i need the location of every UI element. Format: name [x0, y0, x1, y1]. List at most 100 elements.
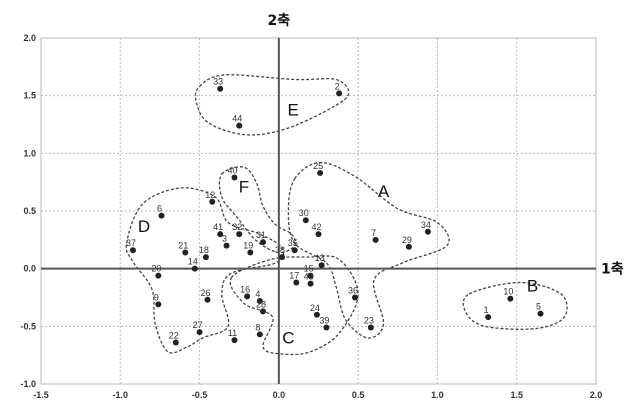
point-label: 29	[402, 235, 412, 245]
cluster-outline-f	[218, 166, 297, 254]
point-label: 2	[335, 81, 340, 91]
data-point	[202, 254, 209, 261]
point-label: 13	[315, 253, 325, 263]
x-tick-label: 2.0	[590, 390, 603, 400]
point-label: 18	[199, 245, 209, 255]
y-axis-label: 2축	[268, 13, 291, 29]
point-label: 35	[288, 238, 298, 248]
cluster-outlines	[125, 74, 568, 356]
cluster-label: A	[378, 182, 390, 201]
point-label: 25	[313, 161, 323, 171]
data-point	[351, 294, 358, 301]
data-point	[279, 254, 286, 261]
point-label: 16	[240, 284, 250, 294]
x-tick-label: 0.5	[352, 390, 365, 400]
cluster-labels: A B C D E F	[138, 100, 538, 347]
point-label: 44	[232, 114, 242, 124]
data-point	[196, 329, 203, 336]
data-point	[231, 174, 238, 181]
data-point	[217, 85, 224, 92]
y-tick-label: -1.0	[20, 379, 36, 389]
point-label: 37	[126, 238, 136, 248]
data-point	[172, 339, 179, 346]
cluster-outline-c	[229, 255, 359, 356]
y-tick-label: 1.0	[23, 148, 36, 158]
data-point	[367, 324, 374, 331]
point-label: 4	[255, 289, 260, 299]
data-point	[485, 314, 492, 321]
data-point	[293, 279, 300, 286]
y-tick-label: -0.5	[20, 321, 36, 331]
x-tick-label: -1.5	[33, 390, 49, 400]
data-point	[302, 217, 309, 224]
point-label: 6	[157, 204, 162, 214]
point-label: 1	[484, 305, 489, 315]
data-point	[291, 247, 298, 254]
data-point	[236, 231, 243, 238]
cluster-label: C	[282, 329, 294, 348]
point-label: 5	[536, 302, 541, 312]
cluster-outline-e	[194, 74, 350, 136]
point-label: 15	[304, 264, 314, 274]
x-axis-label: 1축	[601, 262, 624, 278]
data-point	[244, 293, 251, 300]
data-point	[317, 169, 324, 176]
point-label: 28	[256, 299, 266, 309]
data-point	[323, 324, 330, 331]
data-point	[260, 308, 266, 315]
data-point	[507, 295, 514, 302]
data-point	[204, 296, 211, 303]
data-point	[231, 337, 238, 344]
data-point	[256, 297, 263, 304]
data-point	[155, 301, 162, 308]
data-point	[256, 331, 263, 338]
point-label: 24	[310, 303, 320, 313]
data-point	[209, 198, 216, 205]
data-point	[315, 231, 322, 238]
data-point	[129, 247, 136, 254]
cluster-outline-d	[125, 187, 285, 354]
data-point	[247, 249, 254, 256]
point-label: 8	[255, 322, 260, 332]
data-point	[307, 280, 314, 287]
x-tick-label: 0.0	[273, 390, 286, 400]
point-label: 9	[154, 292, 159, 302]
y-tick-label: 0.0	[23, 264, 36, 274]
point-label: 21	[178, 241, 188, 251]
point-label: 33	[213, 77, 223, 87]
y-tick-label: 2.0	[23, 33, 36, 43]
cluster-outline-b	[462, 281, 568, 330]
cluster-label: B	[527, 277, 538, 296]
data-point	[260, 239, 266, 246]
data-point	[158, 212, 165, 219]
point-label: 23	[364, 315, 374, 325]
point-label: 7	[371, 228, 376, 238]
point-label: 31	[256, 230, 266, 240]
data-point	[217, 231, 224, 238]
data-point	[336, 90, 343, 97]
data-point	[223, 242, 230, 249]
cluster-label: F	[239, 178, 249, 197]
point-label: 19	[243, 241, 253, 251]
point-label: 38	[275, 245, 285, 255]
x-tick-label: -1.0	[113, 390, 129, 400]
point-label: 41	[213, 222, 223, 232]
point-label: 17	[289, 271, 299, 281]
point-label: 36	[348, 286, 358, 296]
point-label: 42	[311, 222, 321, 232]
x-tick-label: -0.5	[192, 390, 208, 400]
data-point	[236, 122, 243, 129]
data-point	[424, 228, 431, 235]
data-point	[318, 262, 325, 269]
data-point	[155, 272, 162, 279]
y-tick-label: 0.5	[23, 206, 36, 216]
point-label: 30	[299, 208, 309, 218]
tick-labels: -1.5 -1.0 -0.5 0.0 0.5 1.0 1.5 2.02.01.51.00.50…	[20, 33, 602, 400]
cluster-label: E	[287, 100, 298, 119]
point-label: 40	[227, 166, 237, 176]
point-label: 11	[228, 328, 237, 338]
point-label: 10	[503, 287, 513, 297]
data-point	[372, 236, 379, 243]
